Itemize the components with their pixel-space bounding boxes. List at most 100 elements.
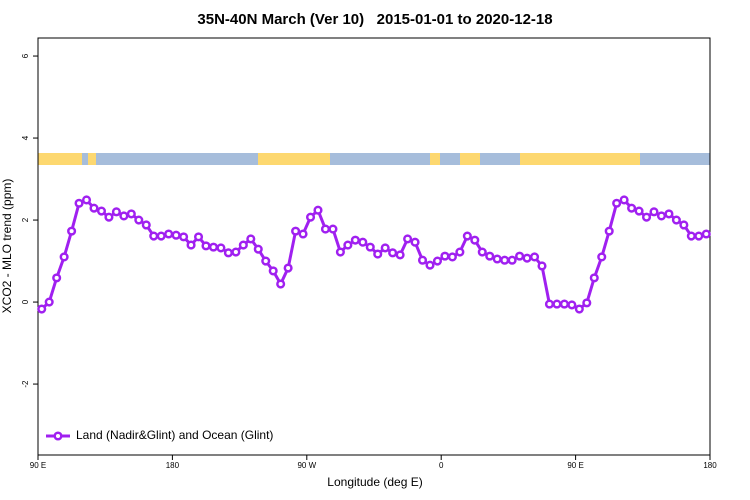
data-point <box>223 248 233 258</box>
data-point <box>291 226 301 236</box>
data-point <box>328 224 338 234</box>
data-point <box>268 266 278 276</box>
y-axis-label: XCO2 - MLO trend (ppm) <box>0 179 14 314</box>
data-point <box>89 203 99 213</box>
data-point <box>358 237 368 247</box>
data-point <box>455 247 465 257</box>
data-point <box>164 229 174 239</box>
data-point <box>447 252 457 262</box>
x-tick-label: 90 E <box>567 461 583 470</box>
data-point <box>582 298 592 308</box>
land-band <box>460 153 480 165</box>
data-point <box>380 243 390 253</box>
x-tick-label: 0 <box>439 461 444 470</box>
data-point <box>320 224 331 234</box>
data-point <box>664 209 674 219</box>
data-point <box>574 304 584 314</box>
data-point <box>589 273 599 283</box>
data-point <box>313 205 323 215</box>
data-point <box>544 299 555 309</box>
data-point <box>656 211 667 221</box>
data-point <box>104 212 114 222</box>
data-point <box>298 229 308 239</box>
data-point <box>365 242 375 252</box>
data-point <box>470 235 480 245</box>
data-point <box>485 251 495 261</box>
data-point <box>500 255 510 265</box>
y-tick-label: 4 <box>21 135 30 140</box>
data-point <box>410 237 420 247</box>
data-point <box>134 215 144 225</box>
data-point <box>559 299 569 309</box>
y-tick-label: 2 <box>21 217 30 222</box>
x-tick-label: 180 <box>166 461 180 470</box>
data-point <box>477 247 487 257</box>
data-point <box>604 226 614 236</box>
data-point <box>111 207 121 217</box>
data-point <box>44 297 54 307</box>
data-point <box>686 231 696 241</box>
land-ocean-strip <box>38 153 710 165</box>
legend-marker <box>53 431 63 441</box>
data-point <box>373 249 383 259</box>
data-point <box>149 231 159 241</box>
data-point <box>276 279 286 289</box>
y-tick-label: -2 <box>21 380 30 388</box>
x-tick-label: 90 E <box>30 461 46 470</box>
data-point <box>67 226 77 236</box>
data-point <box>343 240 353 250</box>
land-band <box>38 153 82 165</box>
data-point <box>156 231 166 241</box>
data-point <box>492 254 502 264</box>
data-point <box>634 206 644 216</box>
legend-label: Land (Nadir&Glint) and Ocean (Glint) <box>76 428 273 442</box>
y-tick-label: 6 <box>21 53 30 58</box>
data-point <box>522 253 532 263</box>
data-point <box>350 235 360 245</box>
chart-title: 35N-40N March (Ver 10) 2015-01-01 to 202… <box>197 11 552 28</box>
data-point <box>701 229 711 239</box>
data-point <box>515 251 525 261</box>
data-point <box>679 220 689 230</box>
data-point <box>305 212 316 222</box>
data-point <box>619 195 629 205</box>
data-point <box>96 206 107 216</box>
data-point <box>216 243 226 253</box>
data-point <box>179 232 189 242</box>
data-point <box>81 195 92 205</box>
x-axis-label: Longitude (deg E) <box>327 475 422 489</box>
data-point <box>529 252 540 262</box>
data-point <box>246 234 256 244</box>
data-point <box>507 255 517 265</box>
data-point <box>597 252 607 262</box>
data-point <box>641 212 652 222</box>
data-point <box>126 209 136 219</box>
x-tick-label: 90 W <box>297 461 316 470</box>
land-band <box>430 153 440 165</box>
data-point <box>201 241 211 251</box>
data-point <box>52 273 62 283</box>
data-point <box>627 203 637 213</box>
plot-frame <box>37 37 711 456</box>
data-point <box>59 252 69 262</box>
data-point <box>552 299 562 309</box>
land-band <box>88 153 96 165</box>
data-point <box>335 247 345 257</box>
data-point <box>186 240 196 250</box>
x-tick-label: 180 <box>703 461 717 470</box>
data-point <box>440 251 450 261</box>
data-point <box>283 263 293 273</box>
data-point <box>403 234 413 244</box>
data-point <box>261 256 271 266</box>
data-point <box>231 247 241 257</box>
data-point <box>193 232 204 242</box>
data-point <box>425 260 435 270</box>
y-tick-label: 0 <box>21 299 30 304</box>
data-point <box>141 220 151 230</box>
land-band <box>520 153 640 165</box>
data-point <box>208 242 219 252</box>
land-band <box>258 153 330 165</box>
data-point <box>537 261 547 271</box>
data-point <box>238 240 248 250</box>
data-point <box>462 231 472 241</box>
